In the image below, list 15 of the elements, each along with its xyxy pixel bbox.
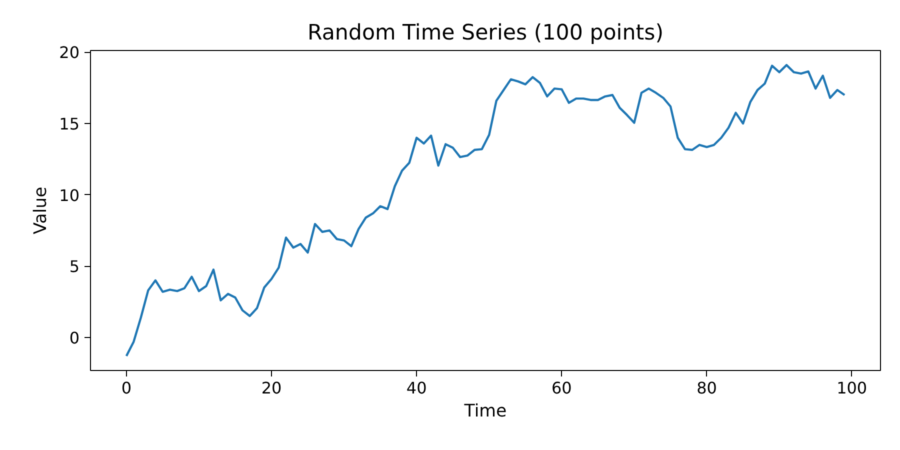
x-axis-title: Time bbox=[463, 402, 507, 422]
chart-title: Random Time Series (100 points) bbox=[307, 20, 664, 46]
y-tick-label: 10 bbox=[59, 186, 80, 205]
x-tick-label: 0 bbox=[121, 378, 132, 398]
x-tick-label: 60 bbox=[551, 378, 572, 398]
y-tick-label: 5 bbox=[69, 257, 80, 276]
x-tick-label: 20 bbox=[261, 378, 282, 398]
line-series bbox=[125, 64, 846, 358]
x-tick-label: 100 bbox=[836, 378, 868, 398]
x-tick-label: 80 bbox=[696, 378, 717, 398]
y-tick-label: 0 bbox=[69, 328, 80, 348]
y-tick-label: 20 bbox=[59, 43, 80, 62]
x-tick-label: 40 bbox=[406, 378, 427, 398]
y-axis-title: Value bbox=[31, 186, 52, 234]
y-tick-label: 15 bbox=[59, 114, 80, 134]
